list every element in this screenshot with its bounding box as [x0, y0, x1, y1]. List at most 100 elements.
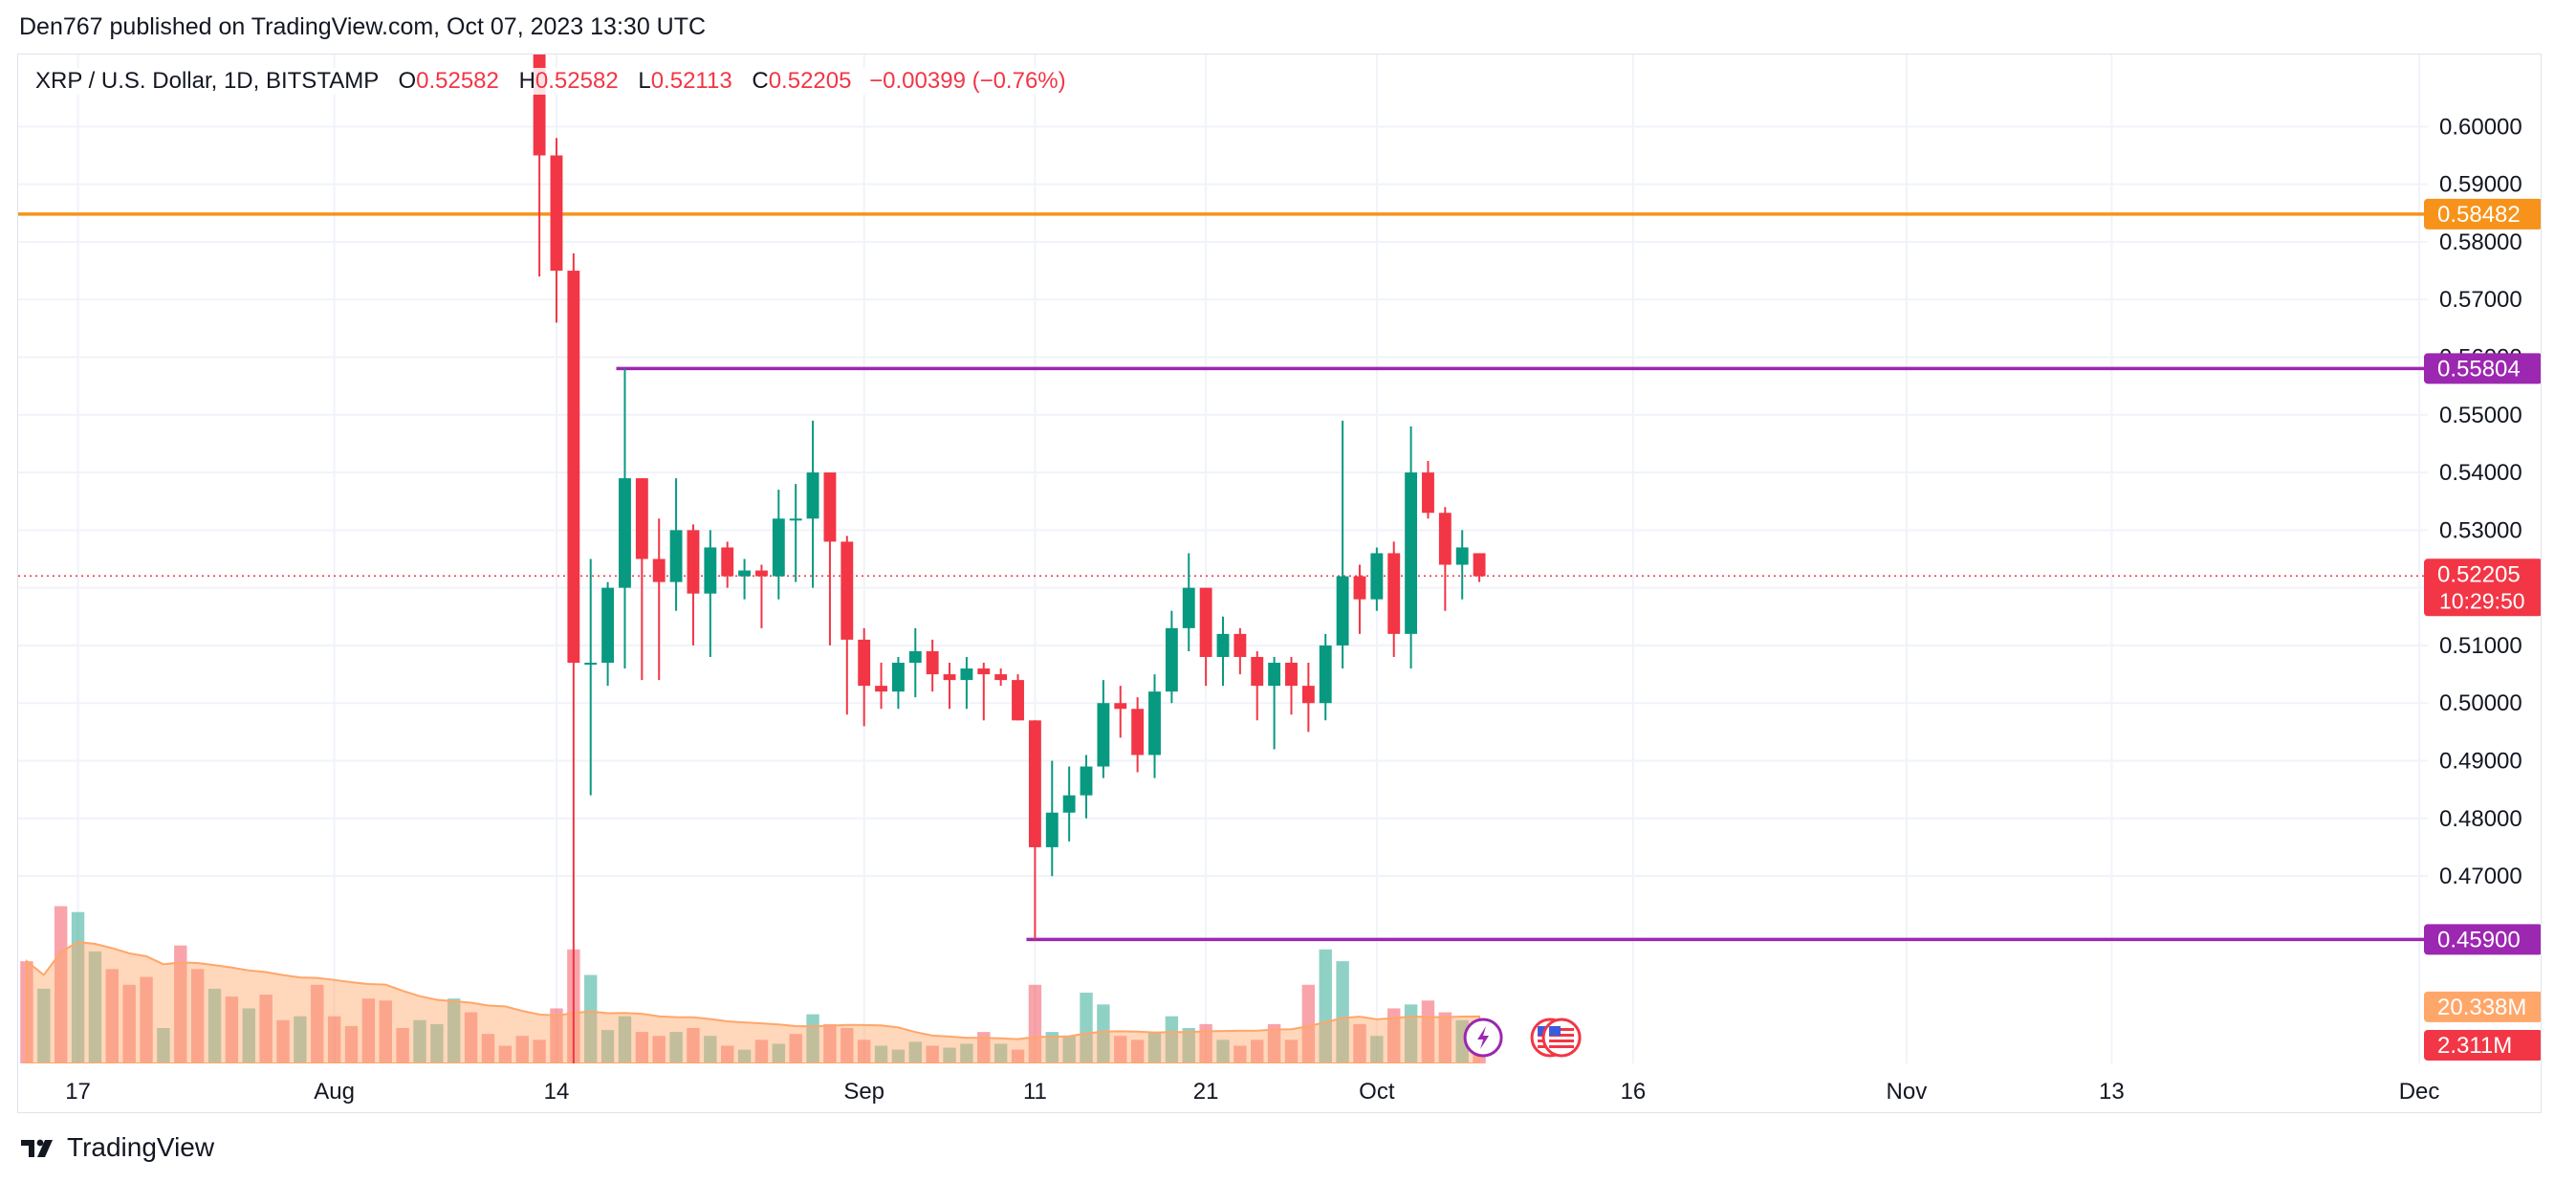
x-tick-label: 14 [544, 1079, 570, 1105]
volume-bar [207, 988, 222, 1063]
candle-body [550, 155, 563, 272]
brand-footer[interactable]: TradingView [19, 1132, 214, 1163]
y-axis: 0.600000.590000.580000.570000.560000.550… [2439, 114, 2522, 889]
volume-bar [772, 1043, 786, 1063]
candle-body [1301, 686, 1315, 704]
candle [943, 663, 956, 710]
volume-bar [891, 1049, 906, 1063]
last-price-tag-bg [2424, 558, 2541, 617]
close-label: C [752, 68, 769, 94]
volume-bar [481, 1034, 495, 1063]
level-tag-1: 0.55804 [2424, 353, 2541, 384]
volume-bar [618, 1016, 632, 1063]
flag-stripe [1549, 1028, 1575, 1031]
volume-bar [754, 1040, 769, 1063]
candle [687, 524, 700, 646]
candle-body [943, 674, 956, 681]
candle-body [1233, 633, 1247, 657]
volume-bar [1165, 1016, 1179, 1063]
candle-body [1336, 576, 1349, 646]
candle-body [977, 668, 991, 675]
candle-body [1387, 553, 1401, 634]
candle [1387, 541, 1401, 657]
candle-body [1422, 472, 1434, 514]
y-tick-label: 0.53000 [2439, 517, 2522, 543]
level-tag-0-text: 0.58482 [2437, 202, 2521, 228]
volume-bar [993, 1043, 1008, 1063]
volume-bar [874, 1045, 888, 1063]
candle [721, 541, 734, 588]
volume-bar [54, 906, 68, 1063]
volume-bar [584, 974, 598, 1063]
candle [772, 490, 785, 600]
y-tick-label: 0.48000 [2439, 806, 2522, 832]
volume-bar [140, 976, 153, 1063]
candle [823, 472, 837, 646]
candle [1353, 564, 1366, 634]
level-tag-2-text: 0.45900 [2437, 927, 2521, 952]
candle-body [1012, 680, 1024, 721]
candle-body [908, 650, 922, 664]
candle [960, 656, 973, 710]
volume-bar [635, 1032, 649, 1063]
volume-bar [344, 1025, 359, 1063]
volume-bar [1080, 993, 1093, 1063]
x-tick-label: 21 [1193, 1079, 1219, 1105]
candles [533, 55, 1486, 1063]
candle [550, 138, 563, 323]
volume-bar [1114, 1036, 1127, 1063]
x-tick-label: 17 [65, 1079, 91, 1105]
high-label: H [518, 68, 535, 94]
candle [926, 639, 939, 692]
high-value: 0.52582 [535, 68, 619, 94]
candle-body [1251, 656, 1264, 687]
candle-body [1182, 587, 1195, 628]
lightning-glyph-icon [1477, 1026, 1490, 1049]
volume-bar [37, 988, 51, 1063]
candle-body [994, 674, 1008, 681]
candle [840, 536, 854, 715]
volume-bar [430, 1023, 444, 1063]
open-value: 0.52582 [416, 68, 499, 94]
open-label: O [398, 68, 417, 94]
level-tag-0: 0.58482 [2424, 198, 2541, 230]
y-tick-label: 0.50000 [2439, 690, 2522, 716]
volume-bar [413, 1019, 426, 1063]
volume-bar [396, 1028, 409, 1063]
volume-bar [259, 995, 273, 1063]
volume-bar [1353, 1023, 1366, 1063]
flag-stripe [1549, 1045, 1575, 1048]
level-tag-2: 0.45900 [2424, 924, 2541, 955]
volume-bar [464, 1012, 478, 1063]
candle [1199, 587, 1212, 687]
volume-bar [1319, 949, 1332, 1063]
x-tick-label: Aug [314, 1079, 355, 1105]
volume-bar [1028, 984, 1042, 1063]
candle [1251, 650, 1264, 721]
x-tick-label: 11 [1023, 1079, 1047, 1105]
level-tag-1-text: 0.55804 [2437, 356, 2521, 382]
candle [806, 420, 819, 588]
volume-bar [669, 1032, 683, 1063]
volume-bar [71, 911, 85, 1063]
volume-last-tag-text: 2.311M [2437, 1033, 2512, 1059]
us-flag-icon [1541, 1018, 1582, 1058]
y-tick-label: 0.49000 [2439, 749, 2522, 775]
candle-body [858, 639, 871, 687]
close-value: 0.52205 [768, 68, 852, 94]
candle-body [1080, 766, 1093, 796]
chart-frame[interactable]: 17 Aug 14 Sep 11 21 Oct 16 Nov 13 Dec 0.60000 0.5900… [17, 54, 2542, 1113]
candle-body [601, 587, 615, 664]
volume-bar [857, 1040, 871, 1063]
price-chart[interactable]: 17 Aug 14 Sep 11 21 Oct 16 Nov 13 Dec 0.60000 0.5900… [18, 55, 2542, 1113]
candle [1233, 627, 1247, 675]
x-tick-label: Dec [2399, 1079, 2440, 1105]
candle [977, 663, 991, 721]
candle-body [669, 530, 683, 582]
volume-bar [1438, 1012, 1452, 1063]
candle [1405, 426, 1418, 669]
x-tick-label: Nov [1887, 1079, 1928, 1105]
countdown-text: 10:29:50 [2439, 588, 2525, 613]
candle-body [960, 668, 973, 681]
